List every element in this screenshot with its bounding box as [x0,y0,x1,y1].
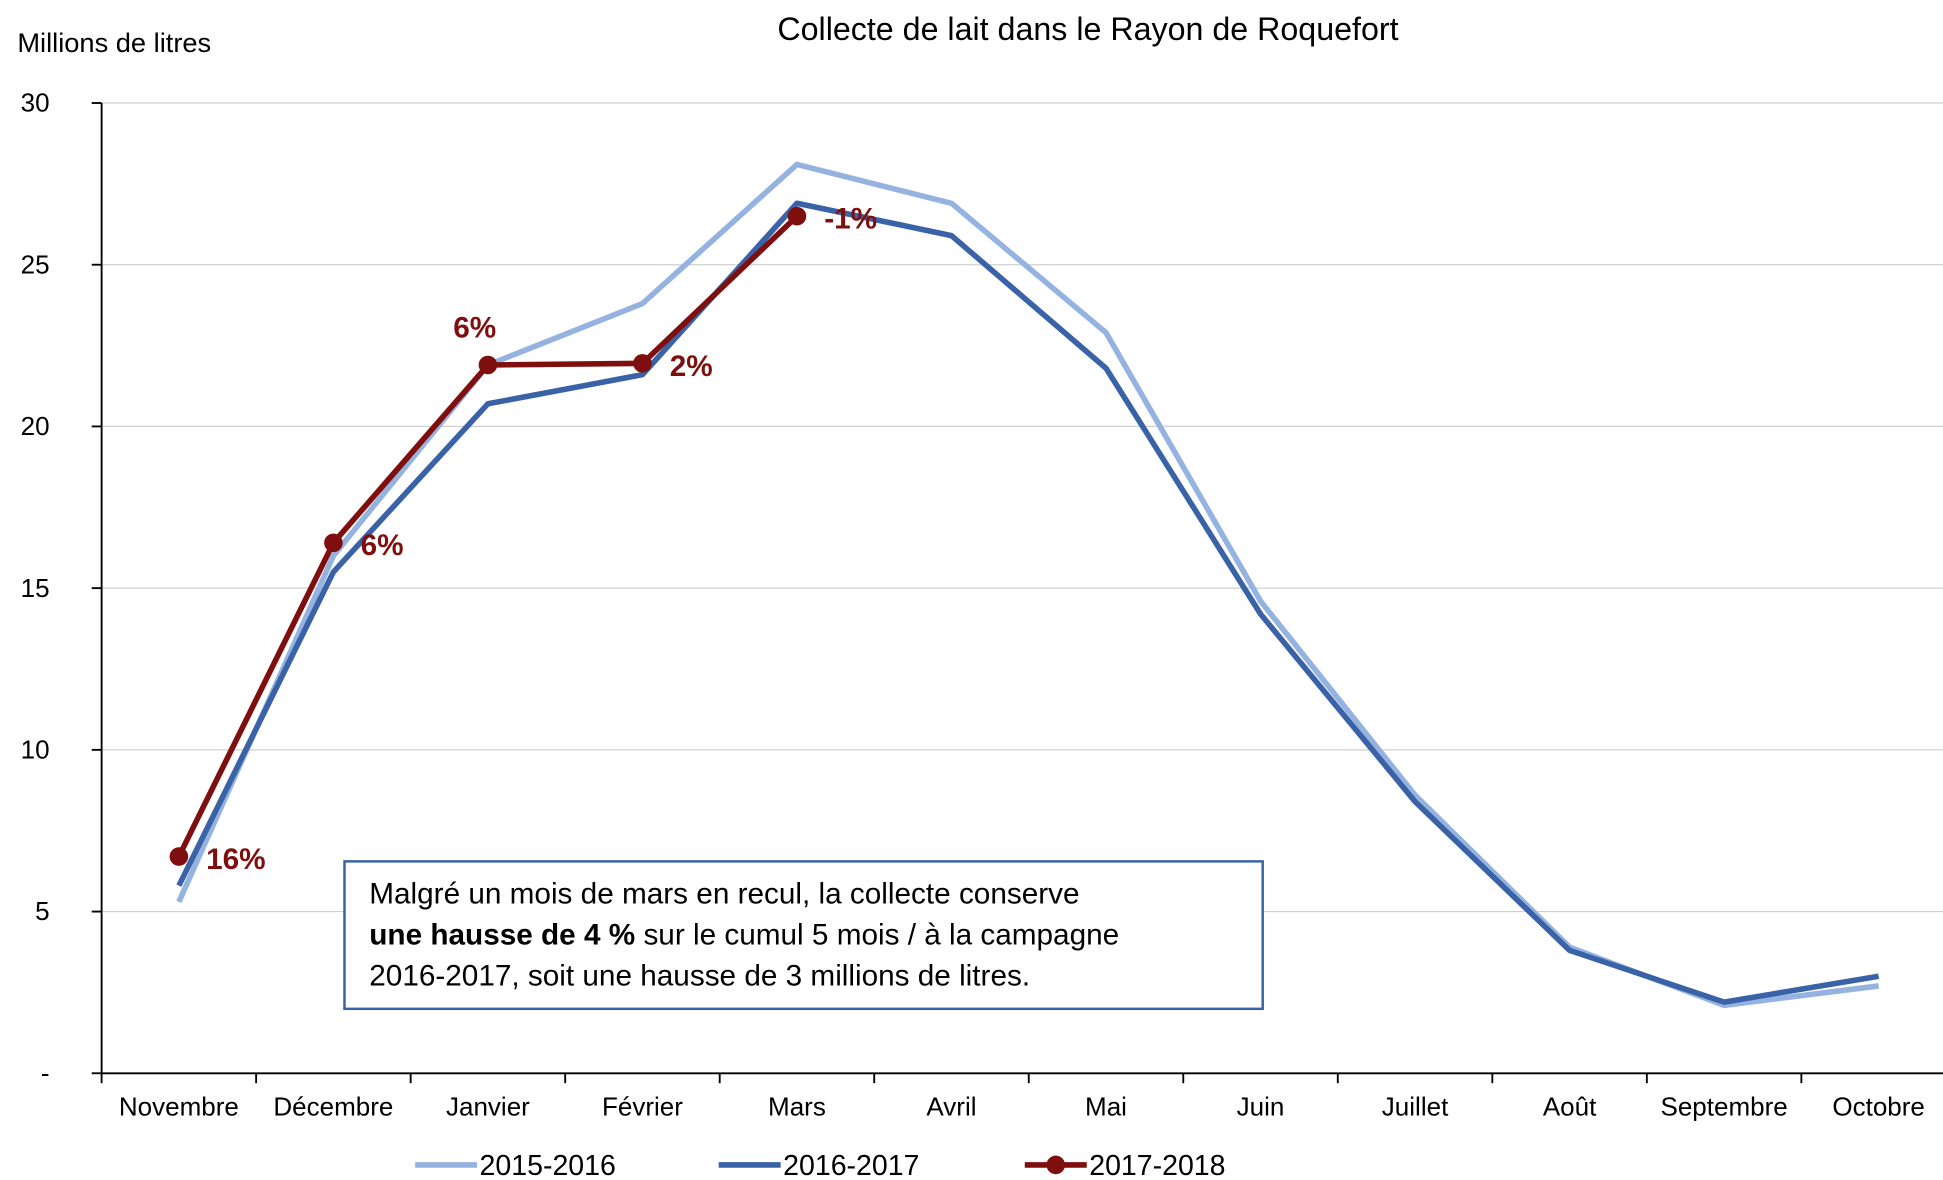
y-tick-label: 5 [35,896,49,926]
data-annotation: 16% [206,843,265,876]
series-marker [478,355,498,375]
note-bold: une hausse de 4 % [369,918,635,951]
x-tick-label: Avril [926,1091,976,1121]
x-tick-label: Mai [1085,1091,1127,1121]
x-tick-label: Juin [1237,1091,1285,1121]
x-tick-label: Juillet [1382,1091,1449,1121]
note-text: 2016-2017, soit une hausse de 3 millions… [369,959,1030,992]
note-box [343,860,1264,1011]
y-tick-label: - [41,1058,50,1088]
y-tick-label: 30 [21,88,50,118]
y-tick-label: 10 [21,735,50,765]
x-tick-label: Décembre [273,1091,393,1121]
x-tick-label: Février [602,1091,683,1121]
y-tick-label: 25 [21,249,50,279]
legend-marker [1046,1155,1066,1175]
x-tick-label: Novembre [119,1091,239,1121]
series-line [176,200,1880,1005]
y-axis-label: Millions de litres [17,27,211,58]
series-marker [169,847,189,866]
series-marker [633,354,652,373]
x-tick-label: Mars [768,1091,826,1121]
x-tick-label: Octobre [1832,1091,1925,1121]
data-annotation: -1% [824,203,877,236]
data-annotation: 6% [361,529,404,562]
note-line: Malgré un mois de mars en recul, la coll… [369,878,1079,911]
note-line: 2016-2017, soit une hausse de 3 millions… [369,959,1030,992]
note-text: une hausse de 4 % sur le cumul 5 mois / … [369,918,1119,951]
note-text: Malgré un mois de mars en recul, la coll… [369,878,1079,911]
series-marker [787,206,807,226]
note-line: sur le cumul 5 mois / à la campagne [635,918,1119,951]
x-tick-label: Septembre [1660,1091,1787,1121]
x-tick-label: Août [1543,1091,1597,1121]
chart-title: Collecte de lait dans le Rayon de Roquef… [777,11,1398,47]
series-marker [324,533,343,553]
data-annotation: 6% [453,312,496,345]
legend-label: 2015-2016 [480,1150,616,1180]
legend-label: 2016-2017 [783,1150,919,1180]
data-annotation: 2% [670,350,713,383]
y-tick-label: 20 [21,411,50,441]
x-tick-label: Janvier [446,1091,530,1121]
y-tick-label: 15 [21,573,50,603]
legend-label: 2017-2018 [1089,1150,1225,1180]
